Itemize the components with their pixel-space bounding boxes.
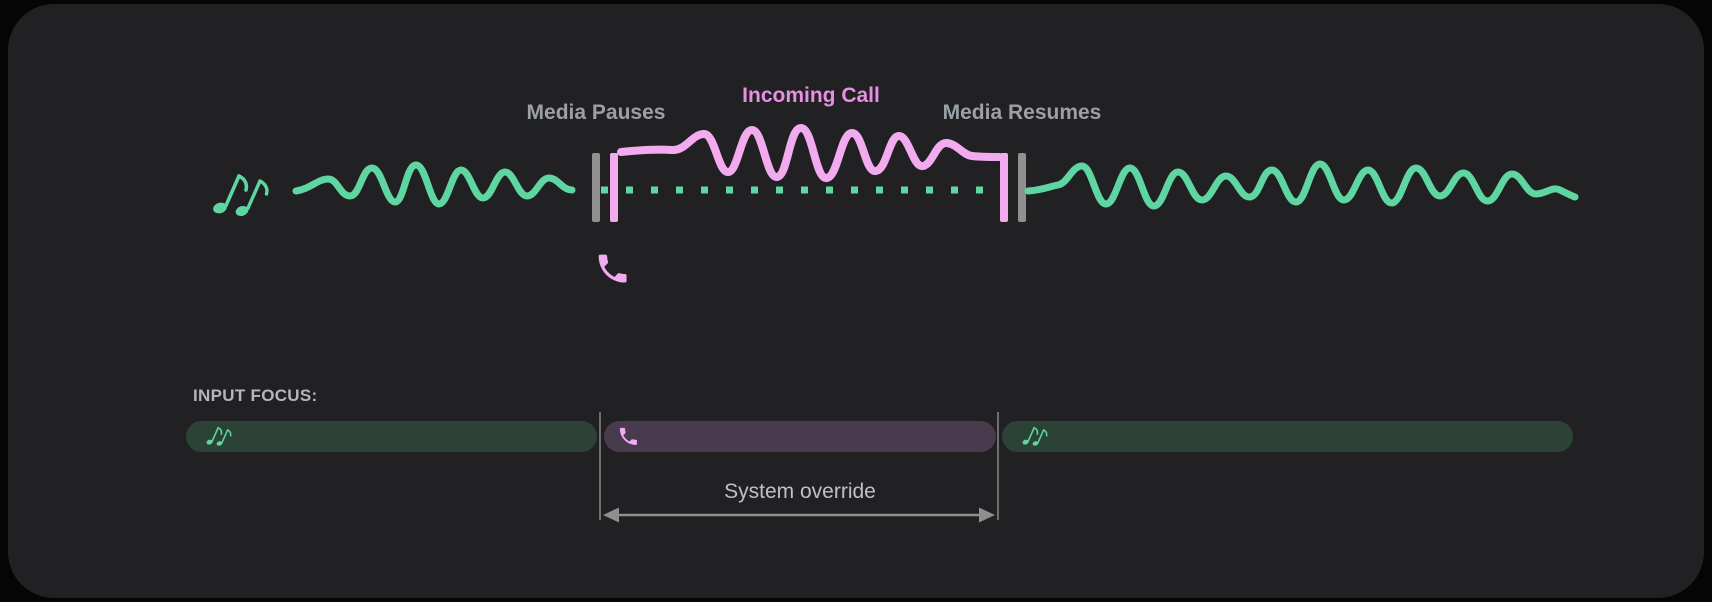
media-waveform-before: [292, 161, 576, 208]
call-focus-bar: [604, 421, 996, 452]
incoming-call-label: Incoming Call: [742, 84, 880, 107]
system-override-label: System override: [724, 480, 876, 503]
music-notes-icon: [209, 174, 269, 220]
media-resume-marker-gray: [1018, 153, 1026, 222]
media-pauses-label: Media Pauses: [526, 101, 666, 124]
media-pause-marker-gray: [592, 153, 600, 222]
media-resumes-label: Media Resumes: [942, 101, 1102, 124]
media-pause-marker-pink: [610, 153, 618, 222]
diagram-card-background: [8, 4, 1704, 598]
input-focus-label: INPUT FOCUS:: [193, 386, 318, 405]
media-focus-bar-left: [186, 421, 597, 452]
media-focus-bar-right: [1002, 421, 1573, 452]
media-waveform-after: [1024, 160, 1579, 210]
media-resume-marker-pink: [1000, 153, 1008, 222]
incoming-call-waveform: [617, 123, 1003, 182]
system-override-arrow: [603, 507, 995, 523]
phone-icon: [598, 254, 627, 283]
